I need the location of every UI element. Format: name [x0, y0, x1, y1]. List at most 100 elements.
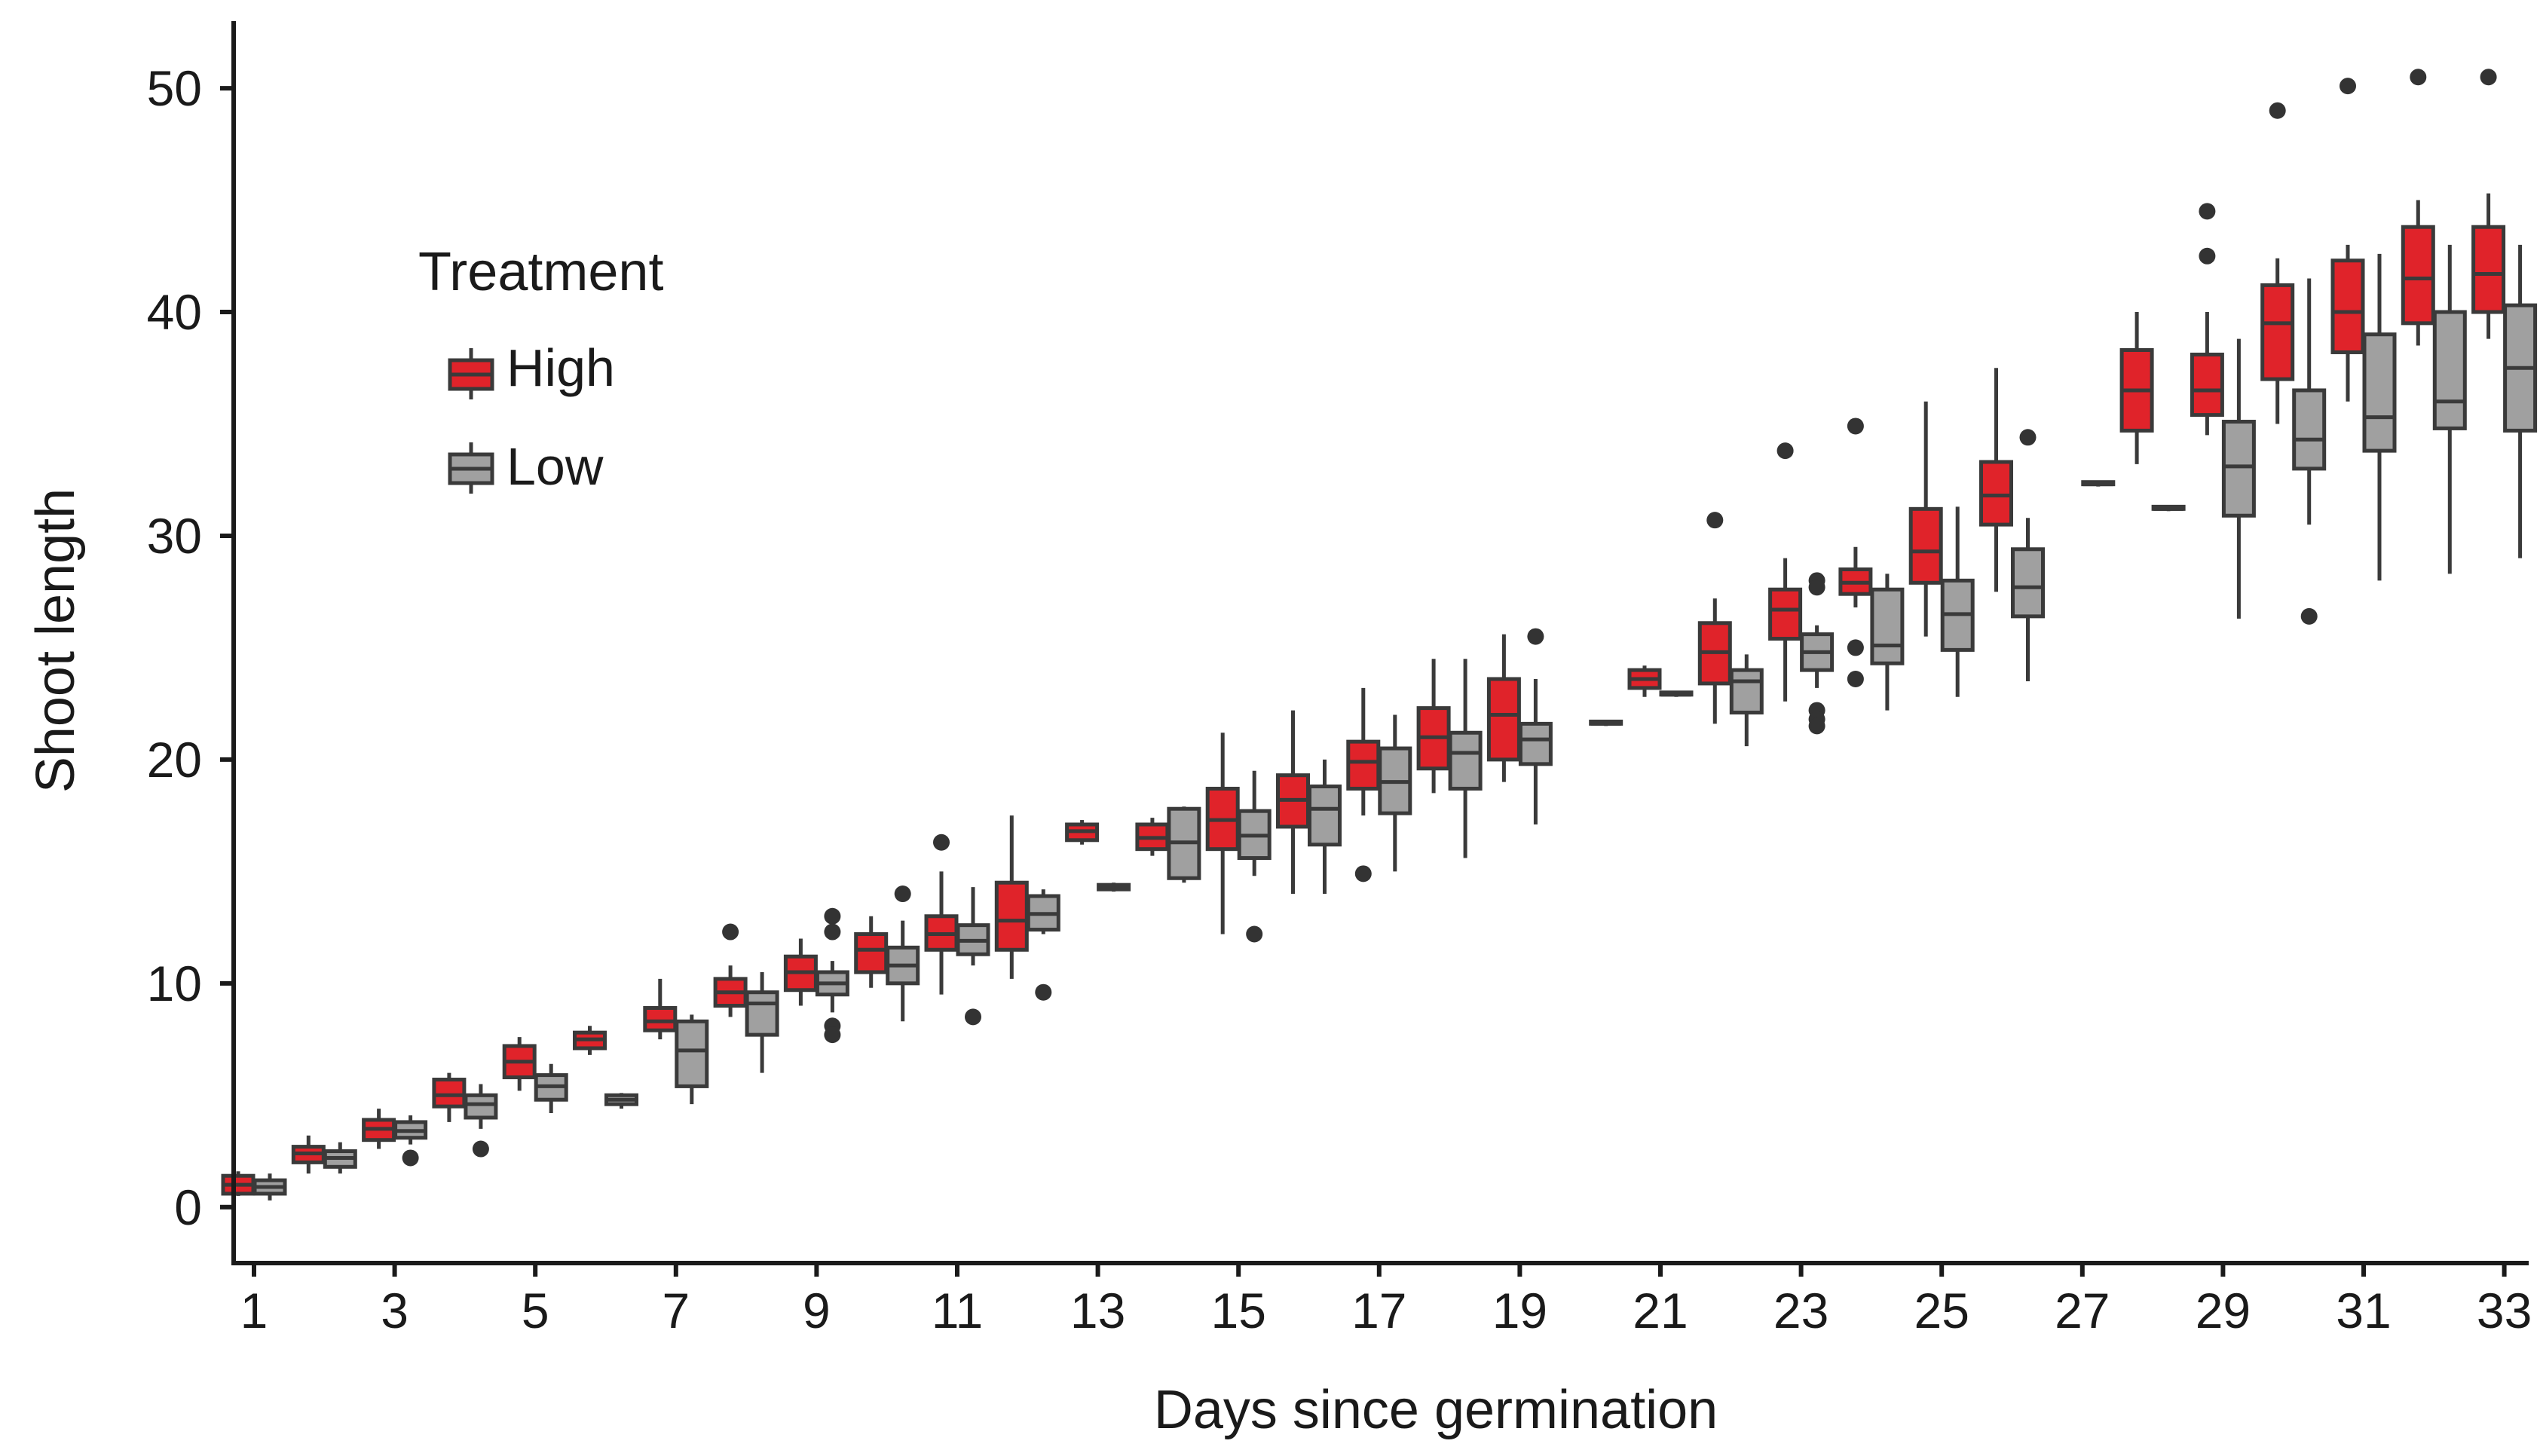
box-low-day-16	[1308, 759, 1342, 895]
box-high-day-30	[2260, 102, 2295, 424]
box-low-day-20	[1589, 719, 1623, 726]
box-body-low	[464, 1093, 498, 1120]
outlier-high	[1706, 512, 1724, 529]
box-body-low	[1448, 730, 1483, 791]
box-low-day-14	[1167, 806, 1201, 883]
box-body-low	[1729, 668, 1764, 715]
x-tick-label: 7	[662, 1283, 690, 1338]
box-high-day-29	[2190, 203, 2224, 436]
outlier-low	[1808, 717, 1825, 735]
box-low-day-28	[2151, 504, 2186, 512]
x-tick-label: 33	[2477, 1283, 2532, 1338]
box-high-day-7	[643, 978, 678, 1040]
box-high-day-5	[502, 1037, 537, 1091]
box-high-day-10	[854, 916, 889, 988]
box-high-day-14	[1135, 818, 1170, 856]
box-high-day-19	[1486, 634, 1521, 782]
outlier-high	[2480, 69, 2497, 86]
box-low-day-19	[1518, 628, 1553, 825]
outlier-low	[1246, 925, 1263, 943]
box-high-day-33	[2471, 69, 2506, 339]
outlier-low	[824, 907, 841, 925]
box-low-day-1	[252, 1173, 287, 1201]
outlier-low	[824, 1026, 841, 1044]
x-axis-title: Days since germination	[1154, 1380, 1718, 1440]
box-body-high	[1768, 587, 1803, 641]
box-body-high	[432, 1078, 467, 1109]
y-axis-title: Shoot length	[26, 488, 86, 793]
x-tick-label: 11	[932, 1283, 984, 1338]
box-high-day-26	[1979, 368, 2013, 592]
outlier-high	[722, 923, 739, 941]
box-body-high	[1908, 506, 1943, 585]
y-tick-label: 0	[174, 1179, 202, 1235]
legend-title: Treatment	[418, 242, 663, 302]
outlier-low	[894, 886, 911, 903]
y-tick-label: 20	[147, 732, 202, 788]
box-high-day-6	[573, 1026, 607, 1055]
box-low-day-30	[2292, 278, 2327, 625]
x-tick-label: 19	[1492, 1283, 1547, 1338]
box-low-day-6	[604, 1093, 638, 1109]
legend-entry-high: High	[448, 338, 615, 399]
box-low-day-29	[2221, 338, 2256, 619]
outlier-low	[965, 1008, 981, 1026]
box-body-high	[643, 1005, 678, 1032]
outlier-low	[2300, 607, 2318, 625]
x-tick-label: 23	[1773, 1283, 1828, 1338]
box-high-day-15	[1205, 733, 1240, 934]
outlier-high	[2410, 69, 2427, 86]
outlier-high	[2340, 78, 2356, 95]
box-high-day-2	[291, 1135, 326, 1174]
x-tick-label: 31	[2336, 1283, 2391, 1338]
box-body-high	[994, 880, 1029, 952]
outlier-low	[824, 923, 841, 941]
outlier-high	[1847, 418, 1864, 435]
box-low-day-21	[1659, 690, 1694, 697]
outlier-high	[2199, 247, 2216, 265]
box-body-low	[2011, 547, 2045, 619]
box-body-low	[675, 1019, 709, 1088]
box-body-low	[1518, 721, 1553, 766]
box-low-day-25	[1940, 506, 1975, 697]
y-tick-label: 30	[147, 508, 202, 564]
y-tick-label: 40	[147, 284, 202, 340]
plot-marks	[221, 69, 2538, 1201]
x-tick-label: 5	[522, 1283, 549, 1338]
outlier-high	[1847, 639, 1864, 656]
x-tick-label: 27	[2055, 1283, 2110, 1338]
box-body-low	[1870, 587, 1905, 665]
box-low-day-33	[2503, 244, 2538, 558]
box-low-day-31	[2362, 253, 2397, 581]
x-tick-label: 1	[240, 1283, 268, 1338]
x-tick-label: 29	[2196, 1283, 2251, 1338]
box-body-high	[2260, 283, 2295, 381]
outlier-high	[2199, 203, 2216, 220]
box-low-day-23	[1800, 572, 1835, 735]
outlier-low	[1527, 628, 1544, 645]
box-high-day-11	[924, 834, 959, 995]
legend: Treatment High Low	[418, 242, 663, 496]
box-high-day-17	[1346, 687, 1381, 882]
legend-label-low: Low	[506, 437, 604, 496]
box-high-day-18	[1416, 659, 1451, 794]
box-body-low	[2292, 388, 2327, 471]
box-high-day-16	[1276, 710, 1310, 895]
box-high-day-22	[1697, 512, 1732, 724]
box-body-high	[2190, 352, 2224, 418]
box-low-day-9	[815, 907, 849, 1044]
box-body-high	[2471, 225, 2506, 314]
box-low-day-13	[1097, 882, 1131, 892]
x-tick-label: 25	[1914, 1283, 1969, 1338]
outlier-high	[1354, 865, 1372, 882]
box-low-day-7	[675, 1014, 709, 1105]
outlier-low	[472, 1140, 489, 1158]
box-low-day-4	[464, 1084, 498, 1158]
box-body-low	[1308, 785, 1342, 847]
box-body-high	[1346, 739, 1381, 791]
box-high-day-8	[713, 923, 748, 1017]
x-tick-label: 13	[1070, 1283, 1125, 1338]
box-low-day-11	[956, 887, 990, 1026]
x-tick-label: 3	[381, 1283, 409, 1338]
